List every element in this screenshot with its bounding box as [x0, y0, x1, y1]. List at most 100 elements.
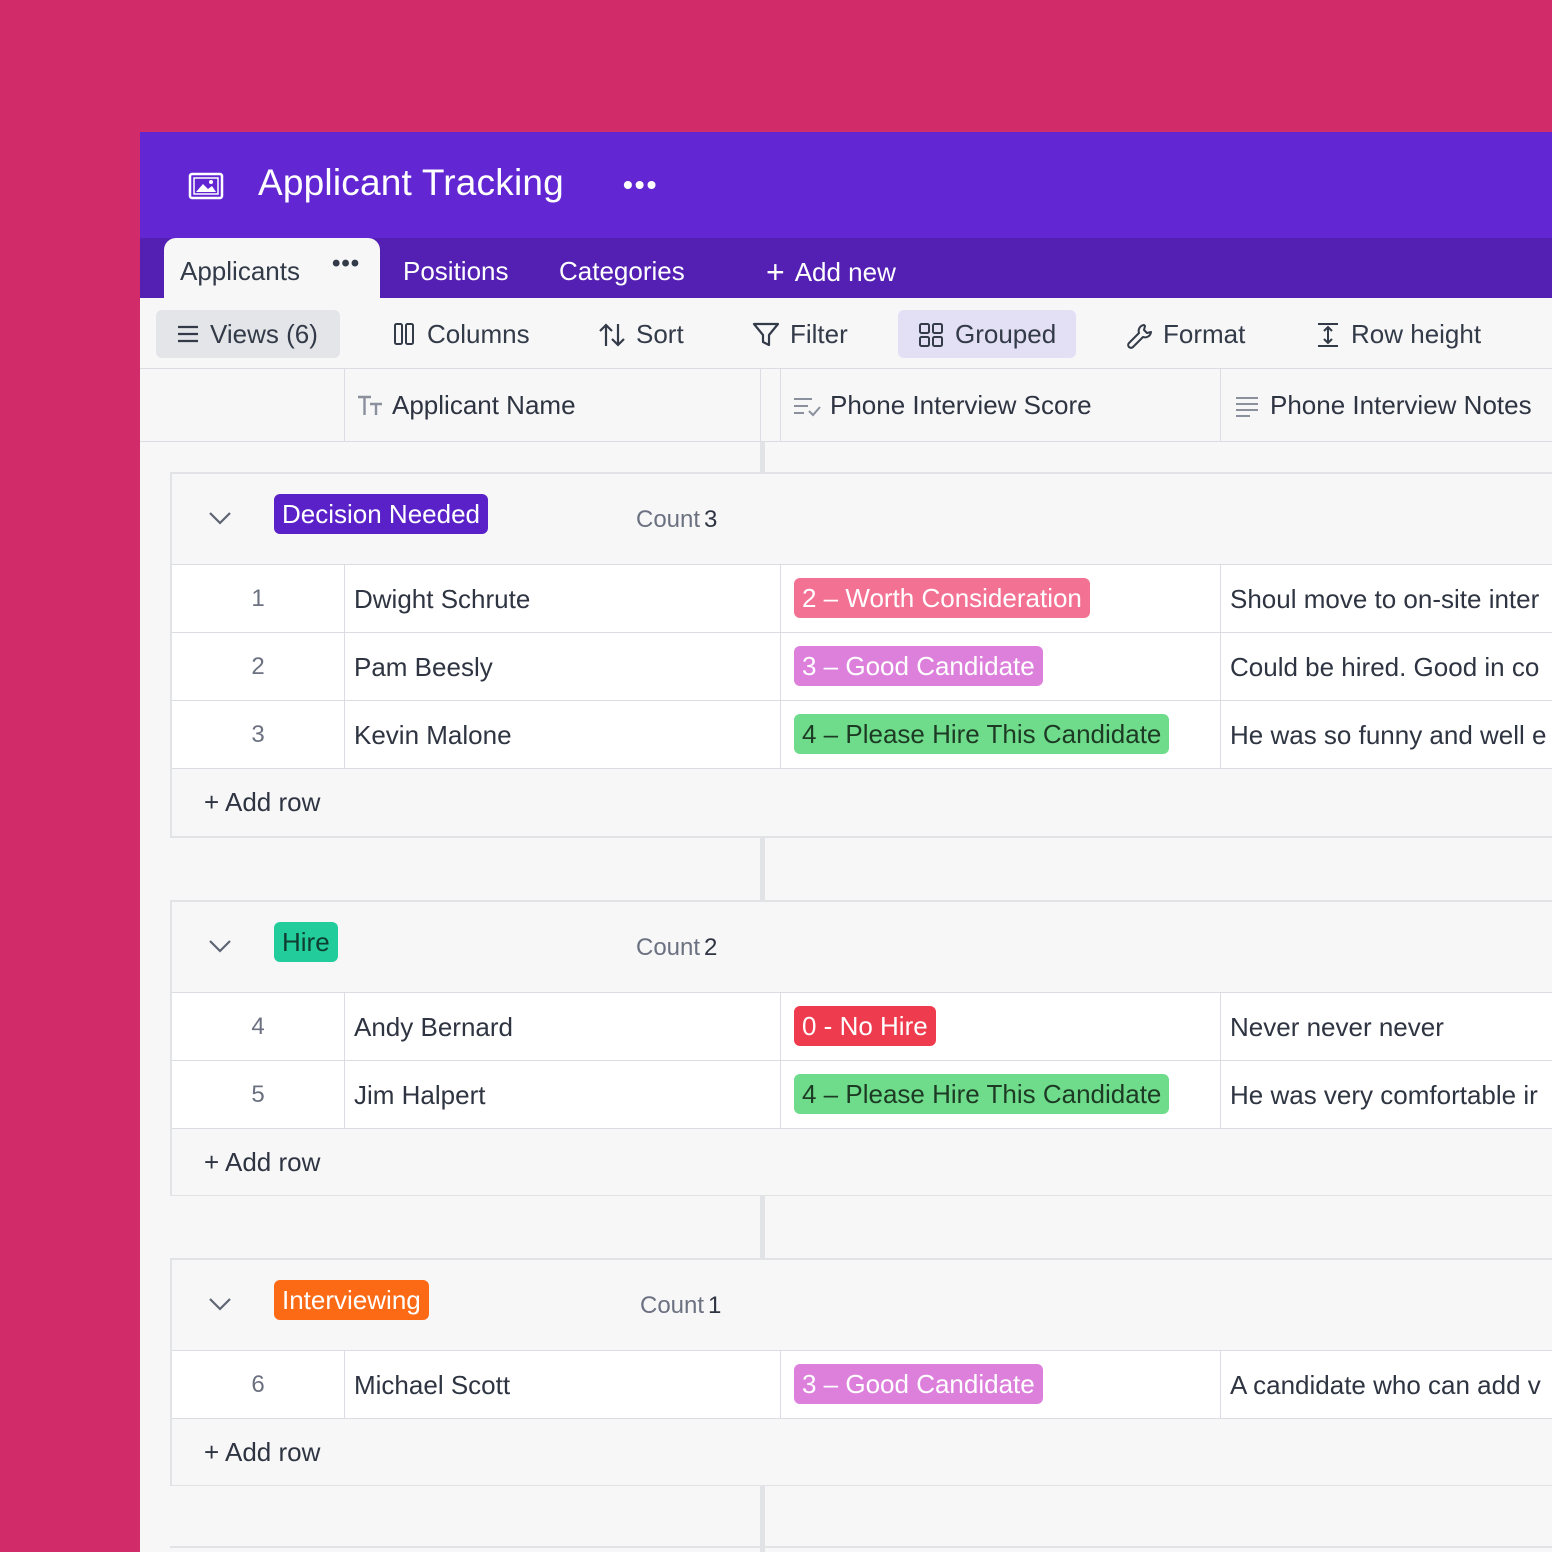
score-badge[interactable]: 0 - No Hire [794, 1006, 936, 1046]
column-header-row: Applicant Name Phone Interview Score Pho… [140, 368, 1552, 442]
column-header-label: Applicant Name [392, 390, 576, 420]
applicant-name-cell[interactable]: Kevin Malone [354, 720, 512, 750]
format-button[interactable]: Format [1126, 310, 1256, 358]
sort-button[interactable]: Sort [598, 310, 698, 358]
count-value: 1 [708, 1292, 722, 1319]
row-height-button[interactable]: Row height [1316, 310, 1496, 358]
image-icon [188, 172, 224, 200]
group-interviewing: Interviewing Count 1 6 Michael Scott 3 – … [170, 1258, 1552, 1486]
score-badge[interactable]: 3 – Good Candidate [794, 646, 1043, 686]
divider [1220, 993, 1221, 1061]
columns-button[interactable]: Columns [392, 310, 542, 358]
notes-cell[interactable]: Shoul move to on-site inter [1230, 584, 1540, 614]
group-count: Count 1 [640, 1292, 721, 1320]
table-row[interactable]: 5 Jim Halpert 4 – Please Hire This Candi… [172, 1060, 1552, 1129]
add-row-button[interactable]: + Add row [172, 1128, 1552, 1195]
tab-categories[interactable]: Categories [559, 256, 685, 286]
row-number: 3 [251, 721, 265, 748]
page-title: Applicant Tracking [258, 162, 564, 203]
count-value: 2 [704, 934, 718, 961]
row-height-label: Row height [1351, 319, 1482, 349]
notes-cell[interactable]: He was so funny and well e [1230, 720, 1547, 750]
divider [1220, 701, 1221, 769]
notes-cell[interactable]: Could be hired. Good in co [1230, 652, 1540, 682]
group-label: Hire [274, 922, 338, 962]
tab-label: Applicants [180, 256, 300, 286]
divider [344, 701, 345, 769]
table-row[interactable]: 4 Andy Bernard 0 - No Hire Never never n… [172, 992, 1552, 1061]
divider [344, 993, 345, 1061]
filter-button[interactable]: Filter [752, 310, 862, 358]
divider [780, 565, 781, 633]
grouped-button[interactable]: Grouped [898, 310, 1076, 358]
applicant-name-cell[interactable]: Jim Halpert [354, 1080, 486, 1110]
divider [344, 565, 345, 633]
add-row-button[interactable]: + Add row [172, 1418, 1552, 1485]
divider [1220, 565, 1221, 633]
grouped-label: Grouped [955, 319, 1057, 349]
notes-cell[interactable]: A candidate who can add v [1230, 1370, 1541, 1400]
table-row[interactable]: 2 Pam Beesly 3 – Good Candidate Could be… [172, 632, 1552, 701]
divider [780, 701, 781, 769]
sort-label: Sort [636, 319, 684, 349]
columns-label: Columns [427, 319, 530, 349]
divider [760, 369, 761, 441]
column-header-label: Phone Interview Score [830, 390, 1092, 420]
next-group-edge [170, 1546, 1552, 1552]
row-height-icon [1318, 323, 1338, 347]
chevron-down-icon[interactable] [208, 1296, 232, 1312]
tab-positions[interactable]: Positions [403, 256, 509, 286]
score-badge[interactable]: 2 – Worth Consideration [794, 578, 1090, 618]
chevron-down-icon[interactable] [208, 938, 232, 954]
toolbar: Views (6) Columns Sort Filter Grouped Fo… [140, 298, 1552, 368]
wrench-icon [1127, 324, 1152, 349]
score-badge[interactable]: 4 – Please Hire This Candidate [794, 714, 1170, 754]
divider [1220, 1351, 1221, 1419]
divider [344, 369, 345, 441]
score-badge[interactable]: 4 – Please Hire This Candidate [794, 1074, 1170, 1114]
table-row[interactable]: 1 Dwight Schrute 2 – Worth Consideration… [172, 564, 1552, 633]
table-row[interactable]: 6 Michael Scott 3 – Good Candidate A can… [172, 1350, 1552, 1419]
add-row-label: + Add row [204, 1437, 321, 1467]
grid-icon [919, 323, 943, 347]
table-row[interactable]: 3 Kevin Malone 4 – Please Hire This Cand… [172, 700, 1552, 769]
column-header-label: Phone Interview Notes [1270, 390, 1532, 420]
group-hire: Hire Count 2 4 Andy Bernard 0 - No Hire N… [170, 900, 1552, 1196]
group-count: Count 3 [636, 506, 717, 534]
column-header-phone-interview-score[interactable]: Phone Interview Score [792, 369, 1092, 441]
tab-more-icon[interactable]: ••• [332, 250, 361, 277]
add-new-label: Add new [794, 257, 896, 287]
more-options-icon[interactable]: ••• [623, 169, 659, 200]
row-number: 2 [251, 653, 265, 680]
add-new-button[interactable]: + Add new [766, 254, 896, 290]
plus-icon: + [766, 254, 785, 290]
applicant-name-cell[interactable]: Pam Beesly [354, 652, 493, 682]
tab-bar: Applicants ••• Positions Categories + Add… [140, 238, 1552, 298]
chevron-down-icon[interactable] [208, 510, 232, 526]
row-number: 6 [251, 1371, 265, 1398]
applicant-name-cell[interactable]: Andy Bernard [354, 1012, 513, 1042]
views-button[interactable]: Views (6) [156, 310, 340, 358]
column-header-applicant-name[interactable]: Applicant Name [356, 369, 576, 441]
text-type-icon [358, 395, 382, 415]
notes-cell[interactable]: Never never never [1230, 1012, 1444, 1042]
applicant-name-cell[interactable]: Michael Scott [354, 1370, 511, 1400]
format-label: Format [1163, 319, 1246, 349]
divider [1220, 1061, 1221, 1129]
filter-icon [752, 322, 780, 347]
score-badge[interactable]: 3 – Good Candidate [794, 1364, 1043, 1404]
count-label: Count [636, 506, 701, 533]
column-header-phone-interview-notes[interactable]: Phone Interview Notes [1234, 369, 1532, 441]
count-label: Count [636, 934, 701, 961]
notes-cell[interactable]: He was very comfortable ir [1230, 1080, 1538, 1110]
divider [1220, 633, 1221, 701]
columns-icon [394, 323, 414, 345]
sort-icon [599, 323, 625, 347]
add-row-label: + Add row [204, 787, 321, 817]
grouped-table: Decision Needed Count 3 1 Dwight Schrute … [140, 442, 1552, 1552]
tab-applicants[interactable]: Applicants ••• [164, 238, 380, 298]
divider [344, 633, 345, 701]
group-header: Decision Needed Count 3 [172, 474, 1552, 564]
add-row-button[interactable]: + Add row [172, 768, 1552, 835]
applicant-name-cell[interactable]: Dwight Schrute [354, 584, 531, 614]
